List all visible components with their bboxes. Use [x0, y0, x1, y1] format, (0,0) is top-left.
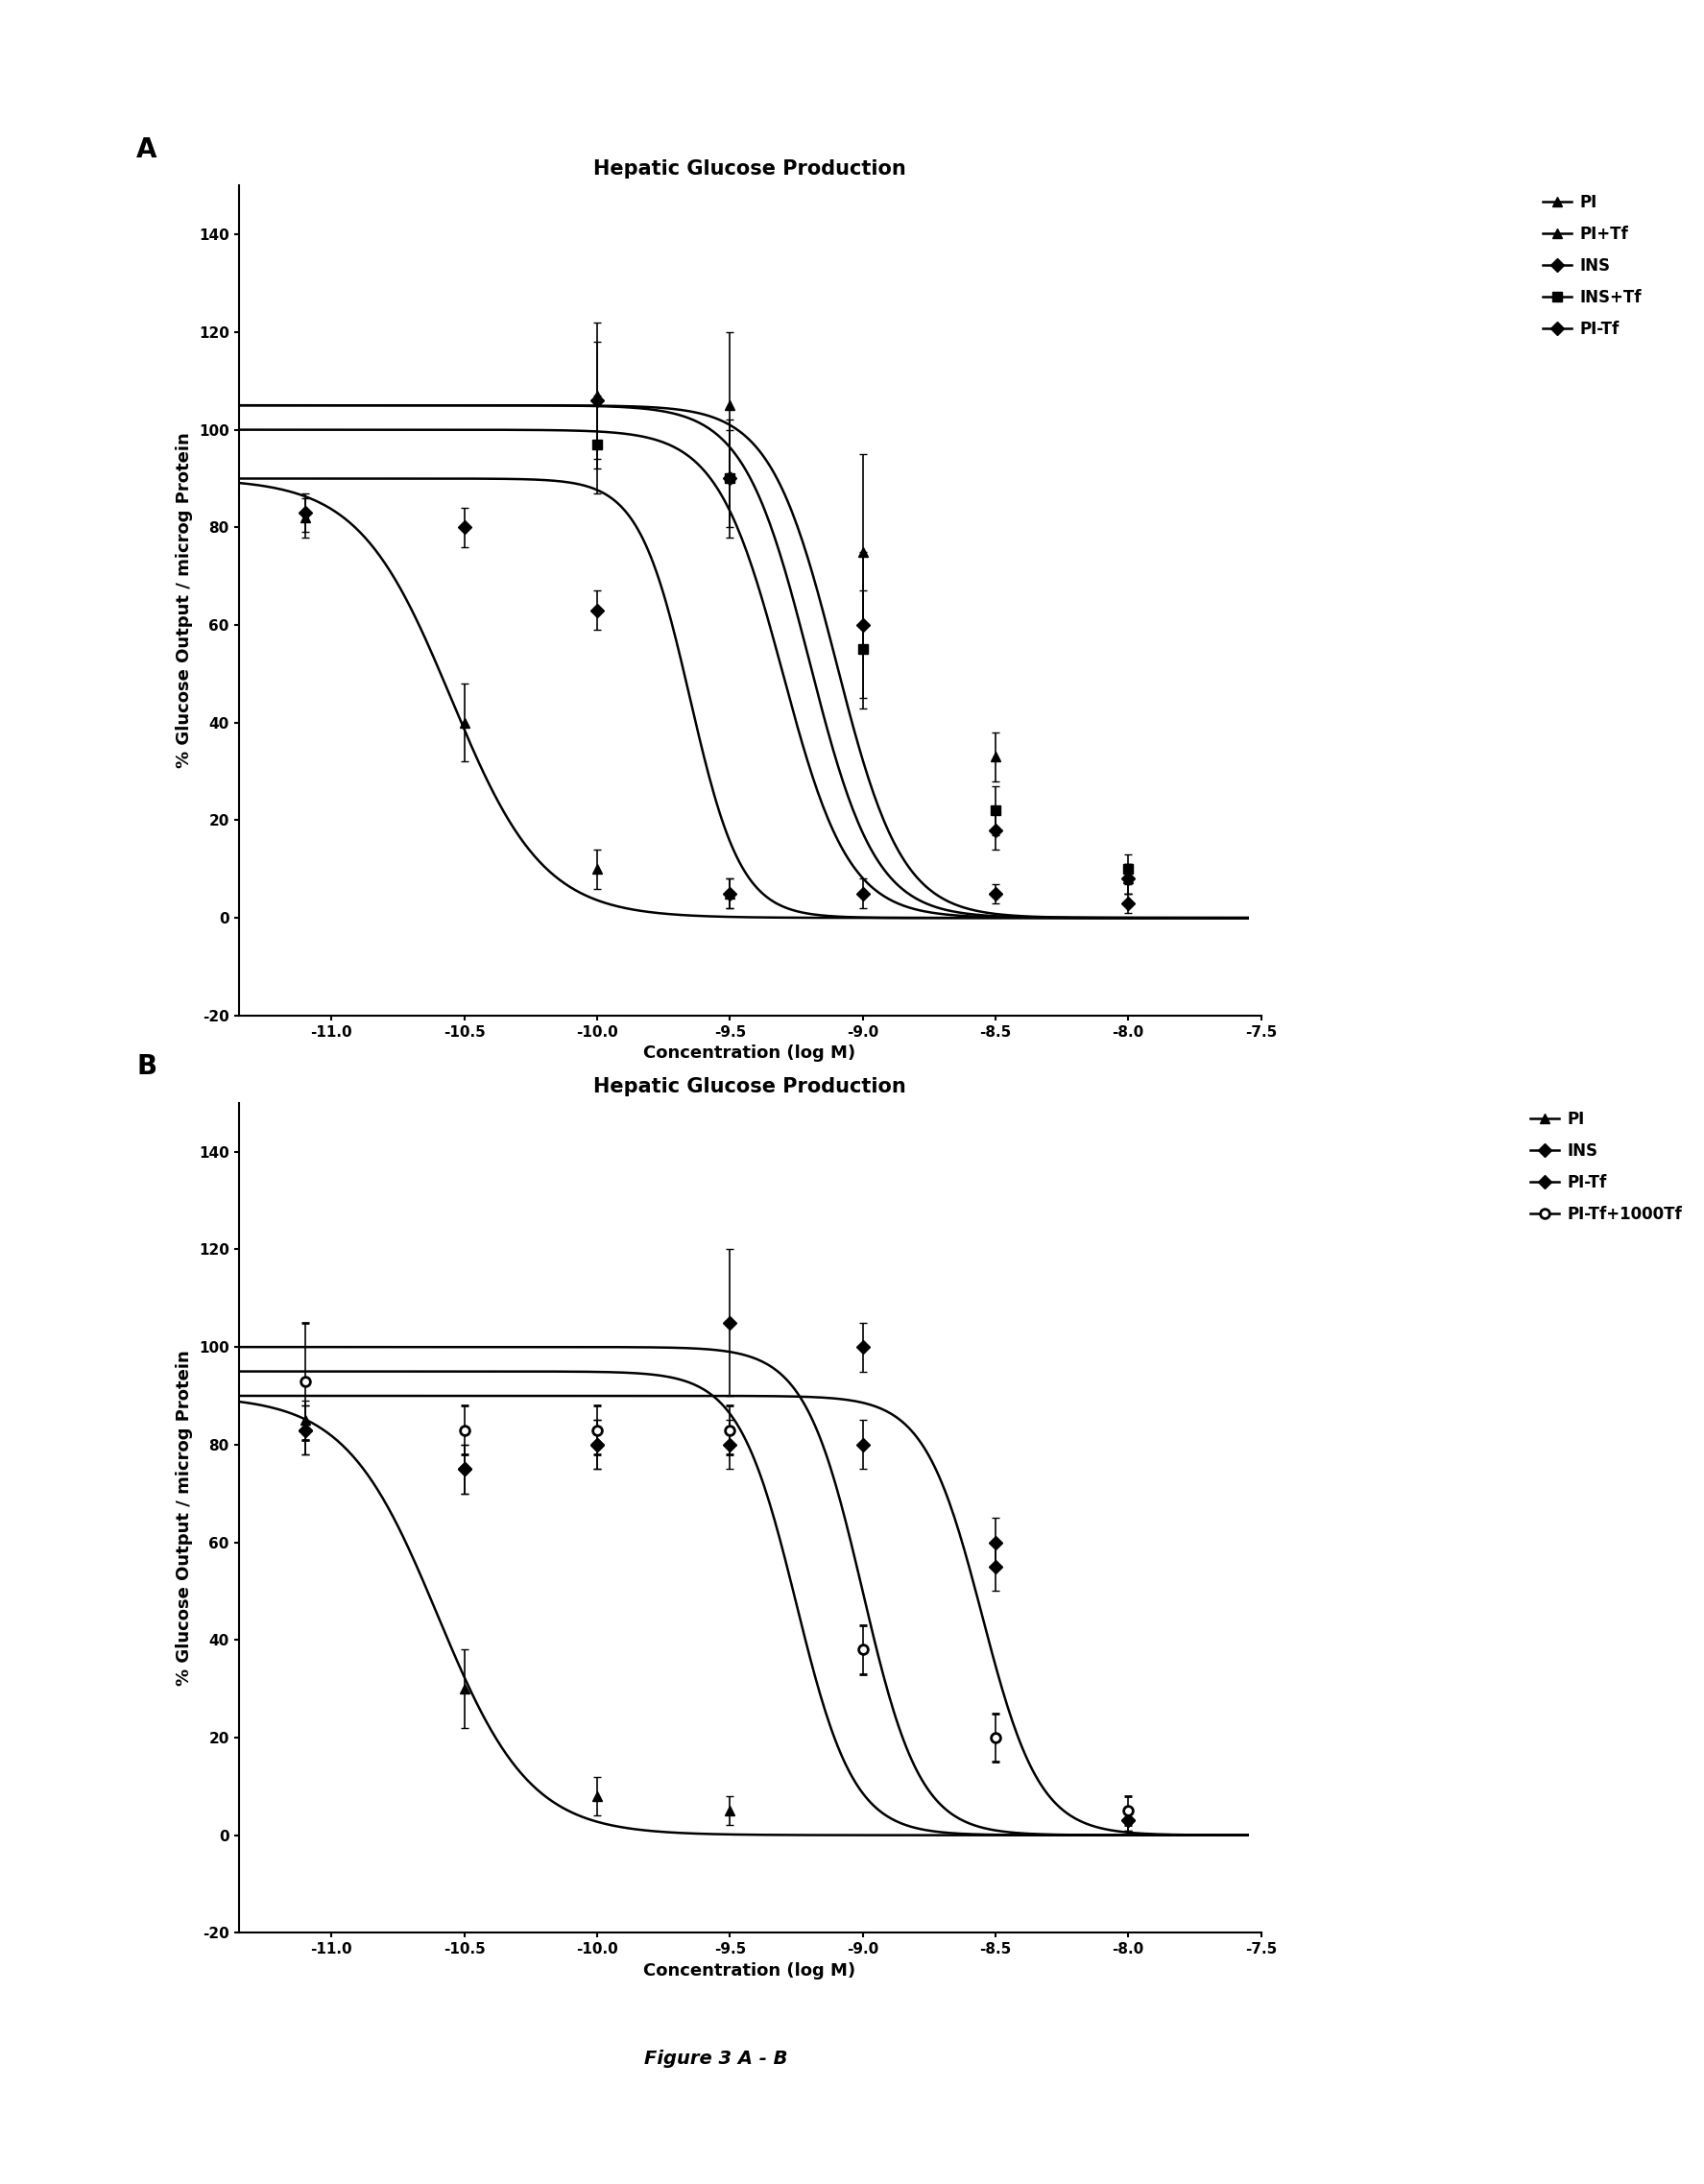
Title: Hepatic Glucose Production: Hepatic Glucose Production: [593, 1077, 907, 1096]
Text: A: A: [136, 135, 157, 164]
Legend: PI, PI+Tf, INS, INS+Tf, PI-Tf: PI, PI+Tf, INS, INS+Tf, PI-Tf: [1542, 194, 1641, 339]
Y-axis label: % Glucose Output / microg Protein: % Glucose Output / microg Protein: [176, 432, 193, 769]
Text: Figure 3 A - B: Figure 3 A - B: [644, 2049, 787, 2068]
Title: Hepatic Glucose Production: Hepatic Glucose Production: [593, 159, 907, 179]
X-axis label: Concentration (log M): Concentration (log M): [644, 1961, 855, 1979]
Legend: PI, INS, PI-Tf, PI-Tf+1000Tf: PI, INS, PI-Tf, PI-Tf+1000Tf: [1530, 1112, 1682, 1223]
Y-axis label: % Glucose Output / microg Protein: % Glucose Output / microg Protein: [176, 1350, 193, 1686]
X-axis label: Concentration (log M): Concentration (log M): [644, 1044, 855, 1061]
Text: B: B: [136, 1053, 157, 1081]
